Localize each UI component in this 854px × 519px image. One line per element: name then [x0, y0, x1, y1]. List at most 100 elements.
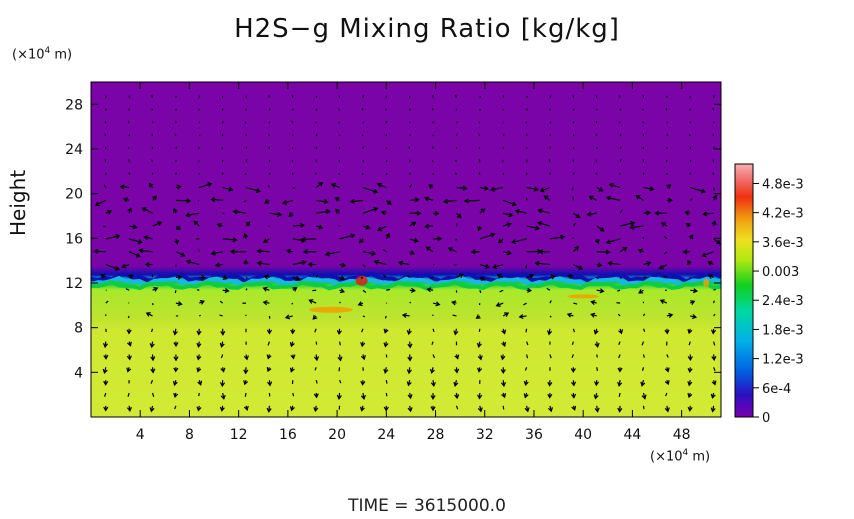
interface-band-green	[90, 280, 722, 291]
wind-vector-head	[103, 354, 109, 360]
wind-vector	[432, 328, 435, 333]
wind-vector	[549, 354, 552, 359]
wind-vector	[526, 133, 528, 137]
wind-vector	[129, 225, 137, 229]
wind-vector-head	[437, 236, 443, 242]
wind-vector	[316, 199, 328, 203]
wind-vector-head	[500, 355, 506, 361]
wind-vector-head	[534, 260, 540, 266]
wind-vector	[479, 290, 482, 294]
wind-vector	[642, 328, 646, 333]
wind-vector	[712, 172, 715, 175]
wind-vector	[688, 133, 691, 137]
wind-vector	[142, 207, 153, 214]
wind-vector	[221, 147, 224, 150]
wind-vector-head	[629, 224, 635, 230]
wind-vector	[374, 260, 387, 266]
x-tick-label: 36	[525, 427, 543, 443]
wind-vector	[385, 160, 388, 163]
wind-vector	[314, 367, 317, 371]
wind-vector	[448, 247, 457, 253]
wind-vector-head	[534, 225, 541, 231]
wind-vector-head	[570, 368, 576, 373]
wind-vector	[151, 95, 154, 98]
wind-vector	[478, 147, 481, 150]
wind-vector	[103, 225, 106, 228]
wind-vector	[630, 225, 644, 229]
wind-vector	[292, 224, 304, 227]
wind-vector-head	[232, 209, 238, 215]
wind-vector-head	[153, 287, 159, 292]
wind-vector-head	[622, 246, 628, 252]
wind-vector-head	[336, 394, 342, 400]
wind-vector-head	[290, 354, 296, 360]
wind-vector-head	[710, 407, 716, 413]
wind-vector-head	[172, 330, 178, 336]
wind-vector	[409, 184, 413, 188]
wind-vector	[535, 262, 551, 266]
wind-vector-head	[605, 249, 611, 255]
wind-vector	[479, 233, 495, 240]
wind-vector	[666, 172, 669, 175]
wind-vector-head	[150, 356, 156, 362]
wind-vector-head	[173, 356, 179, 362]
wind-vector-head	[285, 248, 291, 254]
wind-vector-head	[173, 239, 179, 245]
wind-vector-head	[302, 249, 308, 255]
wind-vector-head	[245, 221, 251, 227]
wind-vector-head	[219, 406, 225, 412]
wind-vector	[128, 251, 141, 257]
wind-vector	[703, 212, 714, 215]
wind-vector	[338, 172, 341, 175]
wind-vector	[619, 146, 622, 150]
wind-vector-head	[210, 250, 216, 256]
wind-vector-head	[385, 232, 390, 238]
wind-vector-head	[401, 312, 407, 318]
wind-vector-head	[477, 355, 483, 361]
wind-vector-head	[157, 221, 163, 226]
wind-vector-head	[197, 380, 203, 386]
wind-vector-head	[127, 341, 132, 347]
wind-vector-head	[128, 274, 134, 280]
wind-vector	[619, 159, 622, 163]
wind-vector	[455, 222, 458, 227]
wind-vector	[174, 405, 177, 410]
colorbar-label: 3.6e-3	[762, 236, 804, 251]
wind-vector	[549, 300, 552, 304]
wind-vector	[571, 187, 574, 191]
wind-vector	[526, 274, 534, 278]
wind-vector-head	[149, 407, 155, 413]
wind-vector	[538, 209, 551, 214]
wind-vector	[245, 159, 248, 163]
wind-vector	[175, 199, 191, 202]
wind-vector	[619, 276, 622, 279]
wind-vector	[127, 392, 130, 397]
x-axis-ticks: 4 8 12 16 20 24 28 32 36 40 44 48	[136, 82, 691, 443]
wind-vector-head	[684, 210, 690, 216]
wind-vector-head	[127, 207, 133, 213]
wind-vector-head	[318, 224, 324, 230]
wind-vector-head	[407, 343, 413, 349]
colorbar-label: 1.2e-3	[762, 353, 804, 368]
wind-vector	[572, 328, 576, 333]
wind-vector-head	[456, 213, 462, 219]
wind-vector	[268, 108, 271, 111]
wind-vector	[174, 290, 177, 294]
wind-vector-head	[229, 249, 235, 255]
wind-vector	[548, 159, 551, 162]
wind-vector-head	[406, 330, 412, 336]
y-axis-unit: (×104 m)	[12, 46, 73, 63]
wind-vector-head	[224, 288, 230, 294]
wind-vector	[549, 95, 552, 98]
wind-vector-head	[617, 381, 623, 387]
colorbar-label: 1.8e-3	[762, 323, 804, 338]
wind-vector	[362, 251, 376, 255]
wind-vector	[665, 392, 668, 397]
wind-vector-head	[220, 367, 226, 373]
wind-vector-head	[180, 252, 186, 257]
wind-vector-head	[144, 261, 150, 268]
wind-vector-head	[641, 394, 647, 400]
wind-vector	[526, 354, 529, 359]
wind-vector-head	[243, 369, 249, 375]
